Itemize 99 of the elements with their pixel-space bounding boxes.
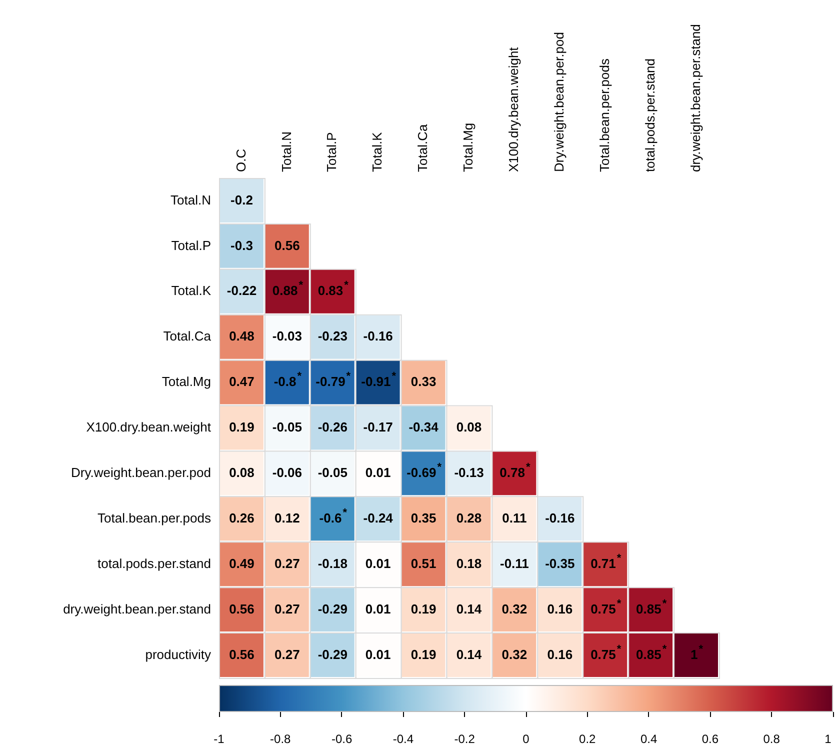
data-label: 0.27: [274, 601, 300, 616]
data-label: -0.6*: [319, 506, 348, 526]
data-label: 0.12: [274, 510, 300, 526]
data-label: -0.79*: [316, 370, 352, 390]
data-label: -0.22: [226, 283, 257, 298]
data-label: 0.88*: [272, 280, 304, 298]
data-label: 0.83*: [318, 280, 350, 298]
y-tick-label: X100.dry.bean.weight: [86, 420, 212, 435]
y-tick-label: Total.N: [170, 192, 211, 208]
x-tick-label: dry.weight.bean.per.stand: [688, 24, 703, 172]
data-label: -0.16: [545, 510, 575, 526]
data-label: 0.49: [229, 556, 254, 571]
data-label: 0.71*: [590, 552, 622, 571]
y-tick-label: dry.weight.bean.per.stand: [63, 601, 211, 616]
data-label: 0.26: [229, 510, 254, 526]
color-bar-label: 0.2: [579, 732, 596, 746]
color-bar-label: -0.4: [392, 732, 414, 746]
data-label: 0.56: [229, 646, 254, 662]
data-label: 0.27: [274, 556, 300, 571]
data-label: -0.18: [318, 556, 348, 571]
data-label: 0.14: [456, 646, 482, 662]
y-tick-label: Total.Mg: [162, 374, 211, 390]
data-label: -0.24: [363, 510, 394, 526]
data-label: -0.29: [318, 601, 348, 616]
data-label: 0.75*: [590, 643, 622, 662]
x-tick-label: Total.Mg: [460, 122, 476, 172]
color-bar-label: -0.8: [270, 732, 291, 746]
data-label: -0.11: [500, 556, 529, 571]
data-label: 0.85*: [636, 643, 668, 662]
data-label: -0.34: [408, 420, 440, 435]
color-bar-label: 0.4: [640, 732, 658, 746]
data-label: 0.56: [229, 601, 254, 616]
data-label: -0.91*: [361, 370, 397, 390]
data-label: -0.05: [272, 420, 302, 435]
data-label: 0.01: [365, 556, 391, 571]
data-label: 0.56: [274, 238, 300, 253]
y-tick-label: total.pods.per.stand: [98, 556, 211, 571]
data-label: 0.01: [365, 646, 391, 662]
x-tick-label: Total.K: [370, 132, 385, 172]
data-label: 0.32: [502, 601, 528, 616]
x-tick-label: Total.Ca: [415, 124, 430, 172]
data-label: 0.18: [456, 556, 482, 571]
data-label: 0.32: [502, 646, 528, 662]
data-label: 0.01: [365, 601, 391, 616]
data-label: -0.06: [272, 465, 302, 480]
data-label: 0.28: [456, 510, 482, 526]
data-label: 0.01: [365, 465, 391, 480]
color-bar-label: 0: [522, 732, 530, 746]
data-label: -0.29: [318, 646, 348, 662]
x-tick-label: total.pods.per.stand: [642, 58, 658, 172]
data-label: 0.19: [410, 646, 436, 662]
data-label: 0.75*: [590, 598, 622, 616]
color-bar-label: 0.8: [763, 732, 780, 746]
x-tick-label: Total.P: [324, 132, 340, 172]
data-label: -0.17: [363, 420, 393, 435]
data-label: 0.27: [274, 646, 300, 662]
data-label: -0.23: [318, 328, 348, 344]
data-label: -0.03: [272, 328, 302, 344]
data-label: 0.08: [229, 465, 254, 480]
data-label: 0.33: [410, 374, 436, 390]
data-label: -0.8*: [274, 370, 302, 390]
data-label: -0.05: [318, 465, 348, 480]
data-label: 0.08: [456, 420, 482, 435]
y-tick-label: Dry.weight.bean.per.pod: [71, 465, 211, 480]
data-label: -0.26: [318, 420, 348, 435]
data-label: 0.11: [502, 510, 527, 526]
data-label: -0.2: [230, 192, 253, 208]
data-label: 0.48: [229, 328, 254, 344]
data-label: 0.47: [229, 374, 254, 390]
data-label: -0.69*: [406, 461, 442, 480]
data-label: -0.3: [230, 238, 253, 253]
data-label: 0.78*: [500, 461, 531, 480]
x-tick-label: Total.bean.per.pods: [596, 58, 612, 172]
y-tick-label: productivity: [145, 646, 212, 662]
color-bar-label: -0.2: [454, 732, 475, 746]
y-tick-label: Total.Ca: [163, 328, 212, 344]
y-tick-label: Total.bean.per.pods: [98, 510, 212, 526]
x-tick-label: Dry.weight.bean.per.pod: [551, 32, 566, 172]
color-bar-label: -1: [214, 732, 224, 746]
data-label: 0.16: [547, 601, 573, 616]
data-label: -0.35: [545, 556, 575, 571]
data-label: 0.16: [547, 646, 573, 662]
color-bar-label: -0.6: [331, 732, 352, 746]
data-label: -0.13: [454, 465, 484, 480]
data-label: 0.19: [410, 601, 436, 616]
data-label: 0.85*: [636, 598, 668, 616]
data-label: -0.16: [363, 328, 393, 344]
data-label: 0.14: [456, 601, 482, 616]
color-bar-label: 1: [824, 732, 832, 746]
x-tick-label: X100.dry.bean.weight: [506, 46, 522, 172]
data-label: 0.51: [410, 556, 436, 571]
y-tick-label: Total.P: [171, 238, 211, 253]
data-label: 0.19: [229, 420, 254, 435]
x-tick-label: O.C: [233, 148, 248, 172]
data-label: 1*: [690, 643, 704, 662]
data-label: 0.35: [410, 510, 436, 526]
color-bar-label: 0.6: [702, 732, 719, 746]
x-tick-label: Total.N: [278, 132, 294, 172]
y-tick-label: Total.K: [171, 283, 212, 298]
